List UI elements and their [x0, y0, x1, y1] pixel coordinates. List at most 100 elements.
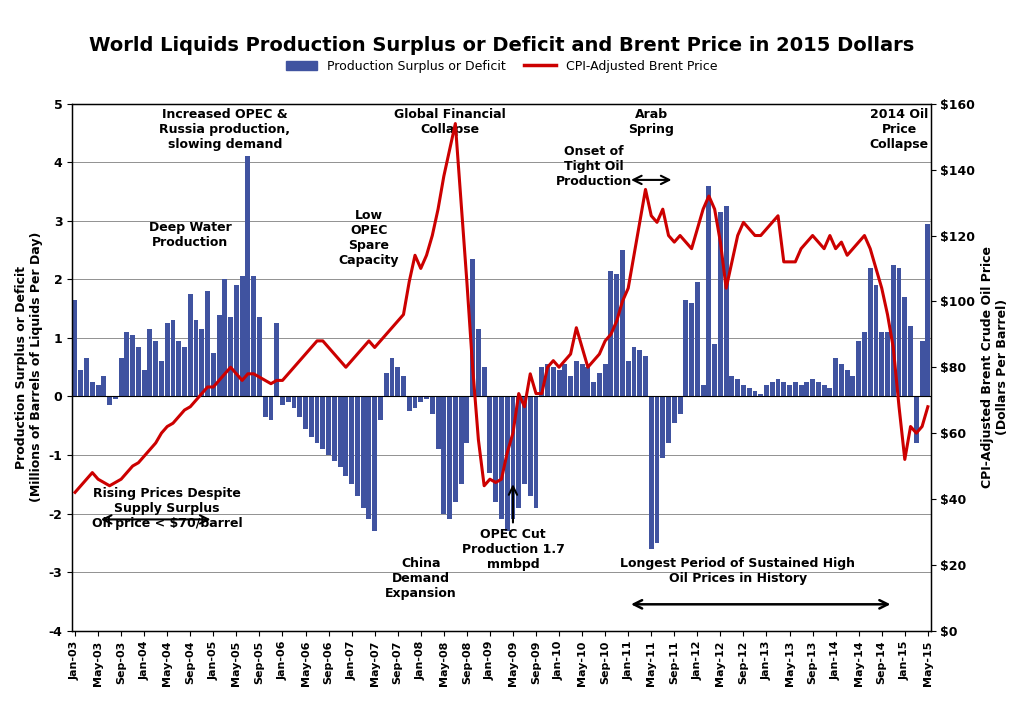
Bar [678, 397, 683, 414]
Bar [718, 212, 723, 397]
Bar [908, 326, 913, 397]
Bar [626, 362, 631, 397]
Bar [222, 280, 227, 397]
Bar [372, 397, 377, 531]
Bar [586, 367, 590, 397]
Bar [205, 291, 210, 397]
Text: Arab
Spring: Arab Spring [629, 109, 674, 137]
Bar [867, 268, 872, 397]
Bar [920, 341, 925, 397]
Y-axis label: CPI-Adjusted Brent Crude Oil Price
(Dollars Per Barrel): CPI-Adjusted Brent Crude Oil Price (Doll… [981, 246, 1009, 488]
Bar [125, 332, 129, 397]
Bar [314, 397, 319, 443]
Bar [527, 397, 532, 496]
Bar [666, 397, 671, 443]
Bar [775, 379, 780, 397]
Bar [211, 353, 216, 397]
Bar [781, 382, 786, 397]
Bar [113, 397, 118, 400]
Bar [712, 343, 717, 397]
Bar [378, 397, 383, 420]
Bar [292, 397, 296, 408]
Bar [194, 320, 199, 397]
Bar [654, 397, 659, 543]
Bar [534, 397, 539, 508]
Bar [274, 323, 280, 397]
Bar [441, 397, 446, 514]
Bar [620, 250, 625, 397]
Text: 2014 Oil
Price
Collapse: 2014 Oil Price Collapse [869, 109, 929, 151]
Bar [309, 397, 313, 437]
Bar [608, 271, 613, 397]
Bar [470, 259, 475, 397]
Bar [759, 393, 763, 397]
Bar [159, 362, 164, 397]
Text: OPEC Cut
Production 1.7
mmbpd: OPEC Cut Production 1.7 mmbpd [462, 529, 564, 571]
Bar [251, 276, 256, 397]
Bar [101, 376, 106, 397]
Bar [695, 283, 699, 397]
Text: Onset of
Tight Oil
Production: Onset of Tight Oil Production [555, 145, 632, 188]
Bar [424, 397, 429, 400]
Bar [816, 382, 821, 397]
Bar [637, 350, 642, 397]
Bar [805, 382, 809, 397]
Bar [447, 397, 452, 519]
Bar [562, 365, 567, 397]
Bar [182, 347, 187, 397]
Text: Rising Prices Despite
Supply Surplus
Oil price < $70/barrel: Rising Prices Despite Supply Surplus Oil… [92, 487, 243, 530]
Bar [95, 385, 100, 397]
Bar [897, 268, 901, 397]
Bar [516, 397, 521, 508]
Bar [746, 388, 752, 397]
Bar [707, 186, 712, 397]
Bar [689, 303, 694, 397]
Bar [505, 397, 510, 531]
Bar [257, 318, 262, 397]
Bar [873, 285, 879, 397]
Bar [522, 397, 527, 484]
Bar [764, 385, 769, 397]
Bar [280, 397, 285, 405]
Text: Deep Water
Production: Deep Water Production [148, 221, 231, 249]
Bar [603, 365, 607, 397]
Bar [367, 397, 372, 519]
Bar [263, 397, 267, 417]
Bar [845, 370, 850, 397]
Bar [862, 332, 867, 397]
Bar [171, 320, 175, 397]
Bar [643, 355, 648, 397]
Bar [136, 347, 141, 397]
Bar [246, 156, 250, 397]
Bar [885, 332, 890, 397]
Bar [851, 376, 855, 397]
Bar [729, 376, 734, 397]
Bar [240, 276, 245, 397]
Bar [332, 397, 337, 461]
Bar [165, 323, 170, 397]
Bar [827, 388, 833, 397]
Bar [476, 329, 481, 397]
Bar [568, 376, 573, 397]
Bar [880, 332, 884, 397]
Bar [286, 397, 291, 402]
Bar [597, 373, 602, 397]
Bar [913, 397, 919, 443]
Text: Global Financial
Collapse: Global Financial Collapse [393, 109, 506, 137]
Bar [297, 397, 302, 417]
Bar [810, 379, 815, 397]
Bar [487, 397, 493, 472]
Bar [724, 206, 729, 397]
Bar [481, 367, 486, 397]
Text: Increased OPEC &
Russia production,
slowing demand: Increased OPEC & Russia production, slow… [160, 109, 291, 151]
Bar [338, 397, 343, 467]
Bar [343, 397, 348, 475]
Y-axis label: Production Surplus or Deficit
(Millions of Barrels of Liquids Per Day): Production Surplus or Deficit (Millions … [15, 232, 43, 503]
Bar [557, 370, 561, 397]
Bar [891, 265, 896, 397]
Bar [147, 329, 153, 397]
Bar [700, 385, 706, 397]
Bar [545, 365, 550, 397]
Bar [834, 358, 838, 397]
Bar [90, 382, 95, 397]
